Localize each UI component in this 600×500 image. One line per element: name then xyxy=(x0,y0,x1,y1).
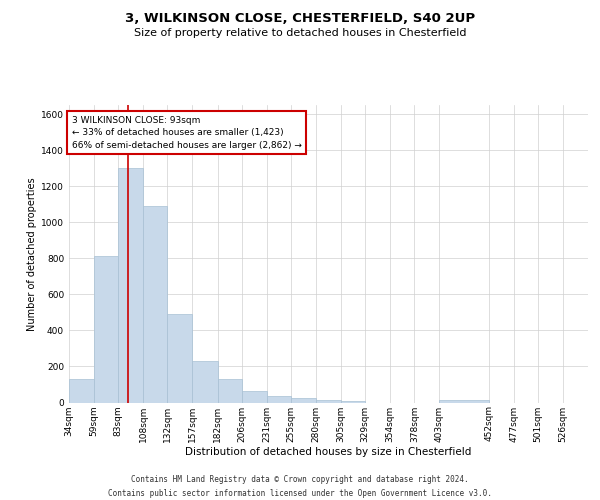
X-axis label: Distribution of detached houses by size in Chesterfield: Distribution of detached houses by size … xyxy=(185,447,472,457)
Bar xyxy=(242,391,267,402)
Bar xyxy=(341,400,365,402)
Bar xyxy=(316,400,341,402)
Bar xyxy=(218,379,242,402)
Bar xyxy=(267,396,291,402)
Text: 3, WILKINSON CLOSE, CHESTERFIELD, S40 2UP: 3, WILKINSON CLOSE, CHESTERFIELD, S40 2U… xyxy=(125,12,475,26)
Text: 3 WILKINSON CLOSE: 93sqm
← 33% of detached houses are smaller (1,423)
66% of sem: 3 WILKINSON CLOSE: 93sqm ← 33% of detach… xyxy=(72,116,302,150)
Bar xyxy=(291,398,316,402)
Bar xyxy=(69,379,94,402)
Bar xyxy=(143,206,167,402)
Bar xyxy=(193,361,218,403)
Bar xyxy=(94,256,118,402)
Text: Size of property relative to detached houses in Chesterfield: Size of property relative to detached ho… xyxy=(134,28,466,38)
Text: Contains HM Land Registry data © Crown copyright and database right 2024.
Contai: Contains HM Land Registry data © Crown c… xyxy=(108,476,492,498)
Y-axis label: Number of detached properties: Number of detached properties xyxy=(27,177,37,330)
Bar xyxy=(118,168,143,402)
Bar xyxy=(167,314,193,402)
Bar xyxy=(439,400,488,402)
